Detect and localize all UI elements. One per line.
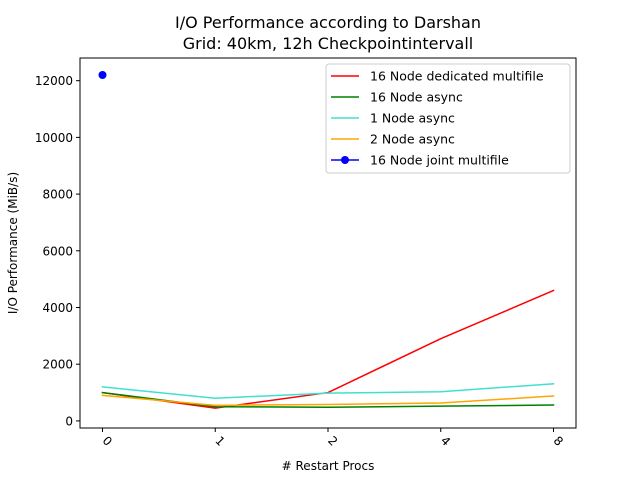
x-tick-label-3: 4 (438, 434, 453, 449)
legend-label-1: 16 Node async (370, 90, 463, 105)
y-tick-label-2: 4000 (42, 301, 73, 315)
x-tick-label-1: 1 (212, 434, 227, 449)
legend-label-2: 1 Node async (370, 111, 455, 126)
y-axis-label: I/O Performance (MiB/s) (6, 172, 20, 314)
x-axis: 0 1 2 4 8 (100, 428, 566, 449)
series-layer (98, 71, 555, 409)
y-tick-label-1: 2000 (42, 358, 73, 372)
y-tick-label-6: 12000 (35, 74, 73, 88)
series-point-4-0 (98, 71, 107, 80)
legend: 16 Node dedicated multifile 16 Node async… (325, 63, 571, 174)
series-line-3 (101, 394, 555, 407)
y-tick-label-3: 6000 (42, 244, 73, 258)
y-axis: 0 2000 4000 6000 8000 10000 12000 (35, 74, 80, 428)
legend-label-3: 2 Node async (370, 132, 455, 147)
legend-label-4: 16 Node joint multifile (370, 153, 509, 168)
y-tick-label-0: 0 (65, 414, 73, 428)
chart-title-line1: I/O Performance according to Darshan (175, 13, 481, 32)
chart-title-line2: Grid: 40km, 12h Checkpointintervall (183, 34, 474, 53)
x-tick-label-4: 8 (551, 434, 566, 449)
legend-box (325, 63, 571, 174)
legend-label-0: 16 Node dedicated multifile (370, 69, 544, 84)
x-tick-label-2: 2 (325, 434, 340, 449)
x-axis-label: # Restart Procs (282, 459, 375, 473)
series-line-2 (101, 382, 555, 399)
y-tick-label-5: 10000 (35, 131, 73, 145)
legend-marker-4 (341, 156, 349, 164)
y-tick-label-4: 8000 (42, 188, 73, 202)
x-tick-label-0: 0 (100, 434, 115, 449)
